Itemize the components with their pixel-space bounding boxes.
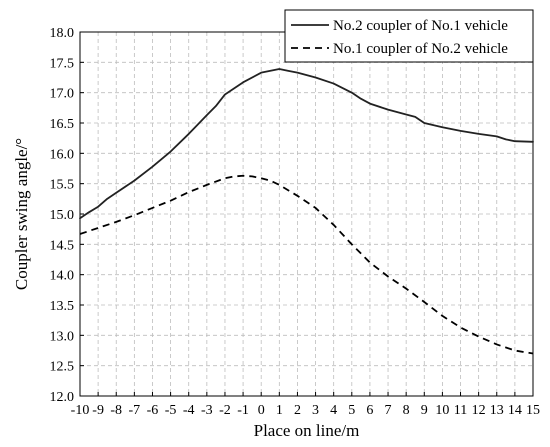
y-tick-label: 15.5 (50, 178, 75, 193)
x-tick-label: 1 (276, 403, 283, 418)
x-tick-label: -1 (237, 403, 249, 418)
x-tick-label: -2 (219, 403, 231, 418)
x-tick-label: -7 (129, 403, 141, 418)
x-tick-label: -8 (110, 403, 122, 418)
x-tick-label: 11 (454, 403, 467, 418)
x-tick-label: 5 (348, 403, 355, 418)
x-tick-label: -4 (183, 403, 195, 418)
x-tick-label: 6 (366, 403, 373, 418)
x-tick-label: 12 (472, 403, 486, 418)
series-line-2 (79, 174, 534, 355)
legend-label-series-1: No.2 coupler of No.1 vehicle (333, 18, 508, 34)
y-tick-label: 12.0 (50, 390, 75, 405)
axis-ticks (79, 31, 534, 397)
x-axis-title: Place on line/m (254, 421, 360, 440)
y-tick-label: 13.0 (50, 329, 75, 344)
y-tick-label: 16.0 (50, 147, 75, 162)
y-tick-label: 17.5 (50, 56, 75, 71)
x-tick-label: 15 (526, 403, 540, 418)
grid (80, 32, 533, 396)
x-tick-label: 4 (330, 403, 337, 418)
y-axis-title: Coupler swing angle/° (12, 138, 31, 290)
series-layer (79, 68, 534, 355)
y-tick-label: 14.0 (50, 269, 75, 284)
x-tick-label: 2 (294, 403, 301, 418)
y-tick-label: 15.0 (50, 208, 75, 223)
x-tick-label: 14 (508, 403, 522, 418)
y-tick-label: 17.0 (50, 87, 75, 102)
y-tick-label: 12.5 (50, 360, 75, 375)
x-tick-label: 7 (385, 403, 392, 418)
x-tick-label: -5 (165, 403, 177, 418)
x-tick-label: 10 (435, 403, 449, 418)
x-tick-label: -3 (201, 403, 213, 418)
legend-label-series-2: No.1 coupler of No.2 vehicle (333, 41, 508, 57)
series-line-1 (79, 68, 534, 220)
x-tick-label: 0 (258, 403, 265, 418)
x-tick-label: -6 (147, 403, 159, 418)
y-tick-label: 13.5 (50, 299, 75, 314)
x-tick-label: -10 (71, 403, 90, 418)
x-tick-label: 8 (403, 403, 410, 418)
tick-labels: -10 -9 -8 -7 -6 -5 -4 -3 -2 -1 0 1 2 3 4 5 6 7 8 9 10 11 12 13 1… (50, 26, 541, 418)
x-tick-label: 3 (312, 403, 319, 418)
x-tick-label: -9 (92, 403, 104, 418)
y-tick-label: 14.5 (50, 238, 75, 253)
legend: No.2 coupler of No.1 vehicle No.1 couple… (284, 9, 534, 63)
x-tick-label: 9 (421, 403, 428, 418)
y-tick-label: 16.5 (50, 117, 75, 132)
y-tick-label: 18.0 (50, 26, 75, 41)
legend-box (284, 9, 534, 63)
x-tick-label: 13 (490, 403, 504, 418)
